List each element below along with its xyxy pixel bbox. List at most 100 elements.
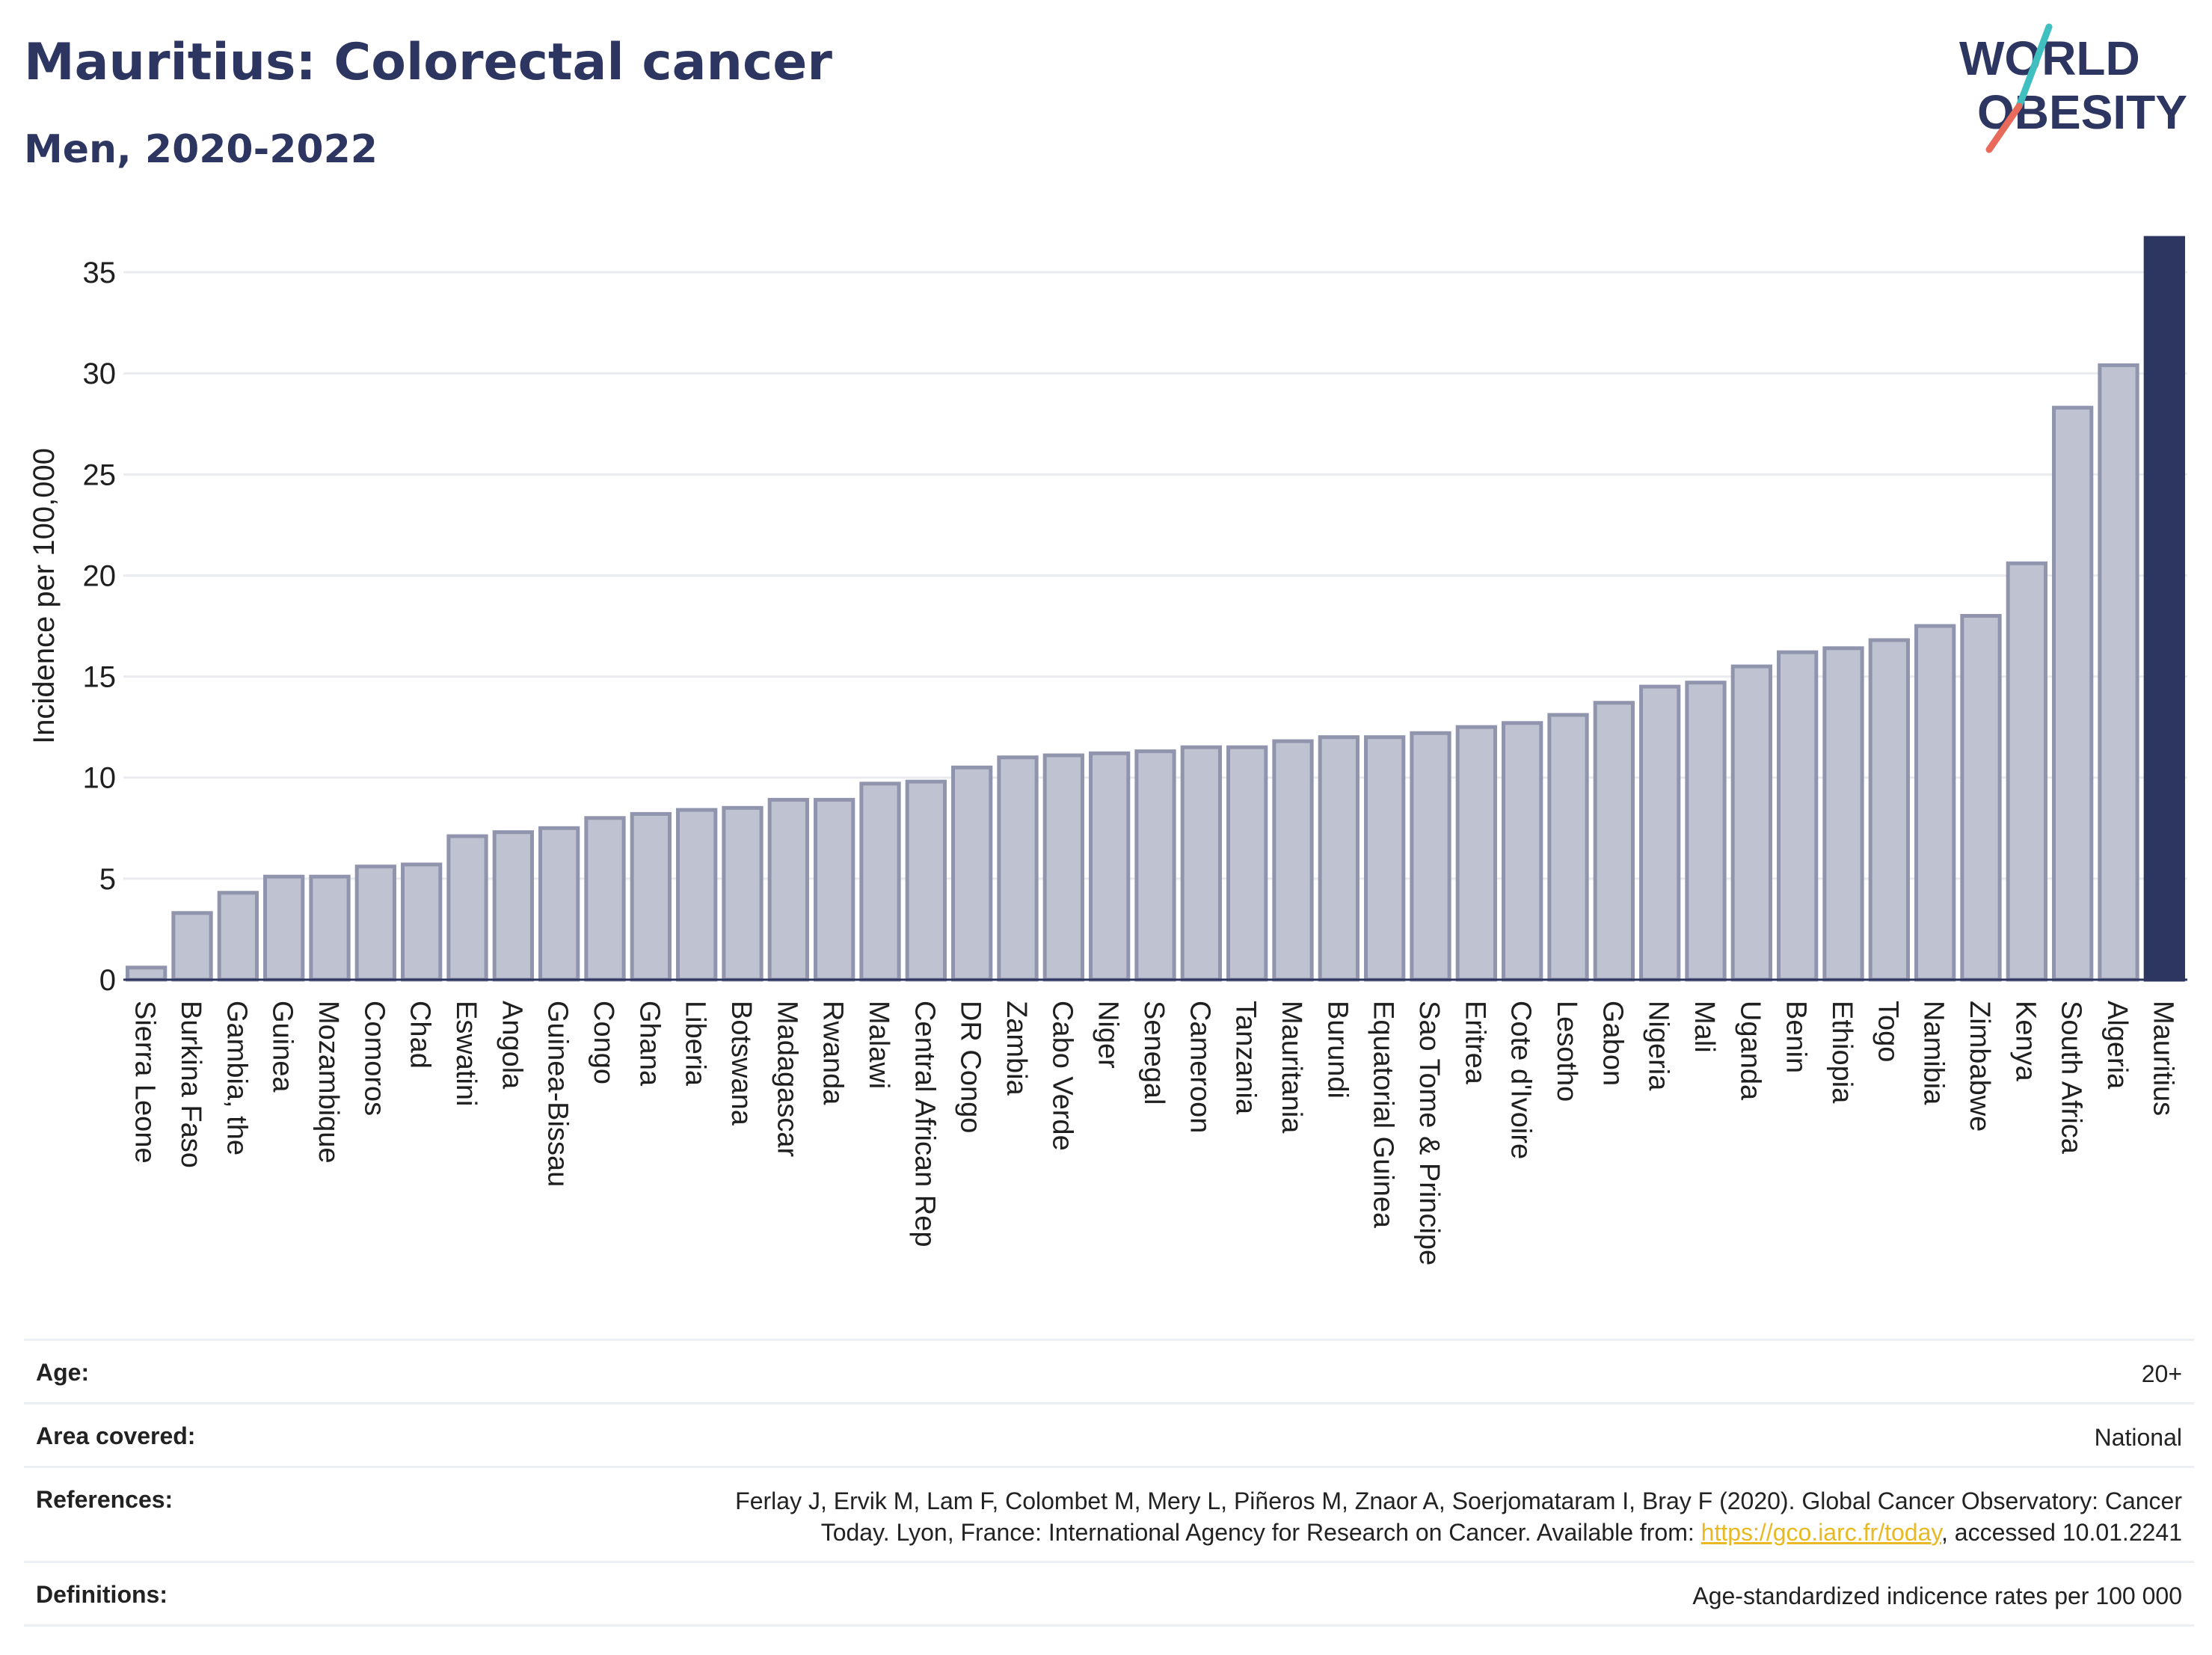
x-tick-label: Gambia, the xyxy=(221,1001,252,1155)
x-tick-label: DR Congo xyxy=(955,1001,986,1133)
meta-row-references: References: Ferlay J, Ervik M, Lam F, Co… xyxy=(24,1466,2194,1561)
bar xyxy=(1685,681,1727,982)
bar xyxy=(1042,753,1084,982)
page-title: Mauritius: Colorectal cancer xyxy=(24,33,832,92)
x-tick-label: Mauritania xyxy=(1276,1001,1307,1134)
references-value: Ferlay J, Ervik M, Lam F, Colombet M, Me… xyxy=(735,1486,2182,1548)
x-tick-label: Tanzania xyxy=(1230,1001,1262,1115)
bar-highlight xyxy=(2143,236,2185,982)
bar xyxy=(309,874,351,982)
y-tick-label: 25 xyxy=(83,458,117,491)
x-tick-label: Namibia xyxy=(1918,1001,1950,1105)
bar xyxy=(1089,751,1131,982)
x-tick-label: Central African Rep xyxy=(909,1001,940,1247)
bar xyxy=(1914,624,1956,982)
references-link[interactable]: https://gco.iarc.fr/today xyxy=(1701,1518,1941,1546)
logo-slash-bottom xyxy=(1985,102,2023,153)
x-tick-label: Comoros xyxy=(358,1001,390,1116)
y-axis-label: Incidence per 100,000 xyxy=(28,448,61,744)
bar xyxy=(1730,664,1772,982)
x-tick-label: Algeria xyxy=(2101,1001,2133,1090)
bar xyxy=(814,797,855,982)
x-tick-label: Burkina Faso xyxy=(175,1001,206,1168)
x-tick-label: Eswatini xyxy=(450,1001,482,1107)
bar xyxy=(354,865,396,982)
bar xyxy=(767,797,809,982)
age-value: 20+ xyxy=(2141,1360,2182,1387)
bar xyxy=(446,834,488,982)
bar xyxy=(2098,363,2139,982)
x-tick-label: Congo xyxy=(588,1001,619,1084)
bar xyxy=(1960,614,2002,982)
bar xyxy=(1868,638,1910,982)
x-tick-label: Kenya xyxy=(2009,1001,2041,1082)
x-tick-label: Malawi xyxy=(863,1001,894,1089)
x-tick-label: Ethiopia xyxy=(1826,1001,1858,1104)
bar xyxy=(1822,646,1864,982)
bar xyxy=(1410,731,1451,982)
x-tick-label: Angola xyxy=(496,1001,527,1090)
axes: 0 5 10 15 20 25 30 35 xyxy=(83,257,2187,997)
y-tick-label: 30 xyxy=(83,357,117,390)
bar xyxy=(997,755,1039,982)
x-tick-label: Guinea-Bissau xyxy=(542,1001,574,1187)
bar-chart: 0 5 10 15 20 25 30 35 Sierra Leone Burkina Faso G… xyxy=(28,236,2187,1265)
x-tick-label: Lesotho xyxy=(1551,1001,1582,1102)
bar xyxy=(1593,701,1635,982)
bar xyxy=(217,891,259,982)
bar xyxy=(1547,713,1589,982)
bar xyxy=(630,811,672,982)
x-tick-label: Cameroon xyxy=(1184,1001,1215,1133)
x-tick-label: Liberia xyxy=(680,1001,711,1087)
bar xyxy=(538,826,580,982)
age-label: Age: xyxy=(36,1359,90,1386)
x-tick-label: South Africa xyxy=(2056,1001,2087,1155)
area-value: National xyxy=(2094,1424,2182,1451)
x-tick-label: Nigeria xyxy=(1643,1001,1674,1091)
bar xyxy=(126,965,168,982)
bar xyxy=(263,874,305,982)
y-tick-label: 5 xyxy=(99,863,116,896)
x-tick-label: Uganda xyxy=(1734,1001,1766,1101)
logo-slash-top xyxy=(2015,23,2053,110)
bar xyxy=(722,805,764,982)
x-tick-label: Chad xyxy=(405,1001,436,1069)
x-tick-label: Mali xyxy=(1689,1001,1720,1053)
x-tick-label: Senegal xyxy=(1138,1001,1170,1105)
page-subtitle: Men, 2020-2022 xyxy=(24,127,378,172)
bar xyxy=(905,779,947,982)
x-tick-label: Ghana xyxy=(633,1001,665,1087)
definitions-value: Age-standardized indicence rates per 100… xyxy=(1692,1582,2182,1609)
x-tick-label: Cabo Verde xyxy=(1046,1001,1078,1151)
x-tick-label: Togo xyxy=(1872,1001,1903,1062)
bar xyxy=(401,862,443,982)
bar xyxy=(1502,721,1543,982)
x-tick-label: Zambia xyxy=(1001,1001,1032,1096)
x-tick-label: Benin xyxy=(1781,1001,1812,1073)
bar xyxy=(584,816,626,982)
y-tick-label: 20 xyxy=(83,559,117,592)
x-tick-label: Botswana xyxy=(725,1001,757,1126)
x-tick-label: Eritrea xyxy=(1459,1001,1490,1085)
x-tick-label: Zimbabwe xyxy=(1964,1001,1995,1132)
x-tick-label: Sao Tome & Principe xyxy=(1413,1001,1445,1265)
meta-row-definitions: Definitions: Age-standardized indicence … xyxy=(24,1561,2194,1627)
bars xyxy=(126,236,2185,982)
bar xyxy=(171,911,213,982)
bar xyxy=(2052,405,2094,982)
x-tick-label: Cote d'Ivoire xyxy=(1505,1001,1537,1159)
bar xyxy=(1226,745,1268,982)
x-tick-label: Burundi xyxy=(1321,1001,1353,1099)
x-tick-label: Gabon xyxy=(1597,1001,1628,1086)
bar xyxy=(951,765,993,982)
bar xyxy=(1180,745,1222,982)
bar xyxy=(1134,749,1176,982)
bar xyxy=(2006,561,2047,982)
logo-word-1: WORLD xyxy=(1959,31,2140,85)
y-tick-label: 35 xyxy=(83,257,117,289)
references-text-2: Today. Lyon, France: International Agenc… xyxy=(820,1518,1701,1546)
references-text-3: , accessed 10.01.2241 xyxy=(1941,1518,2182,1546)
bar xyxy=(492,830,534,982)
x-tick-label: Sierra Leone xyxy=(129,1001,161,1164)
x-tick-label: Niger xyxy=(1093,1001,1124,1069)
